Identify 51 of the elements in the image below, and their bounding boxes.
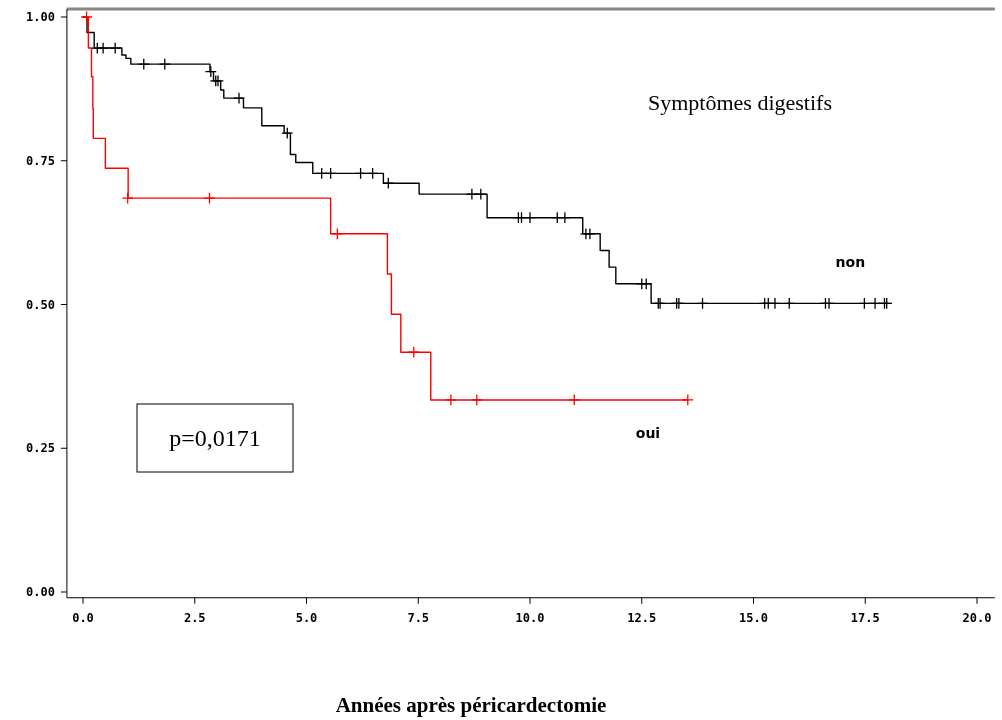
point xyxy=(382,177,395,190)
x-tick-label: 5.0 xyxy=(295,611,318,625)
point xyxy=(315,167,328,180)
x-tick-label: 12.5 xyxy=(627,611,657,625)
point xyxy=(354,167,367,180)
x-tick-label: 7.5 xyxy=(407,611,430,625)
point xyxy=(523,211,537,224)
y-tick-label: 0.00 xyxy=(26,585,55,600)
point xyxy=(696,297,709,310)
x-tick-label: 10.0 xyxy=(515,611,545,625)
y-tick-label: 0.25 xyxy=(26,441,55,456)
point xyxy=(858,297,871,310)
point xyxy=(324,167,337,180)
point xyxy=(558,211,571,224)
y-tick-label: 1.00 xyxy=(26,10,55,25)
point xyxy=(465,188,478,201)
point xyxy=(121,192,134,205)
point xyxy=(474,188,487,201)
point xyxy=(366,167,379,180)
annotation: p=0,0171 xyxy=(169,425,261,451)
point xyxy=(823,297,836,310)
point xyxy=(204,65,217,78)
point xyxy=(407,346,420,359)
point xyxy=(331,227,344,240)
point xyxy=(137,58,150,71)
x-tick-label: 15.0 xyxy=(739,611,768,625)
x-tick-label: 20.0 xyxy=(962,611,992,625)
series-label: oui xyxy=(635,424,661,441)
point xyxy=(583,227,596,240)
point xyxy=(568,393,581,406)
point xyxy=(783,297,796,310)
point xyxy=(158,58,171,71)
y-tick-label: 0.50 xyxy=(26,297,55,312)
x-tick-label: 2.5 xyxy=(183,611,206,625)
annotation: Symptômes digestifs xyxy=(648,90,832,115)
point xyxy=(109,42,122,55)
y-tick-label: 0.75 xyxy=(26,153,55,168)
point xyxy=(768,297,781,310)
x-tick-label: 0.0 xyxy=(72,611,94,625)
x-tick-label: 17.5 xyxy=(850,611,880,625)
point xyxy=(640,277,653,290)
x-axis-title: Années après péricardectomie xyxy=(335,693,607,717)
point xyxy=(444,393,457,406)
point xyxy=(203,192,216,205)
point xyxy=(232,92,246,105)
text: non xyxy=(835,254,866,271)
point xyxy=(869,297,882,310)
point xyxy=(281,127,294,140)
point xyxy=(470,393,483,406)
point xyxy=(97,42,110,55)
point xyxy=(681,393,694,406)
